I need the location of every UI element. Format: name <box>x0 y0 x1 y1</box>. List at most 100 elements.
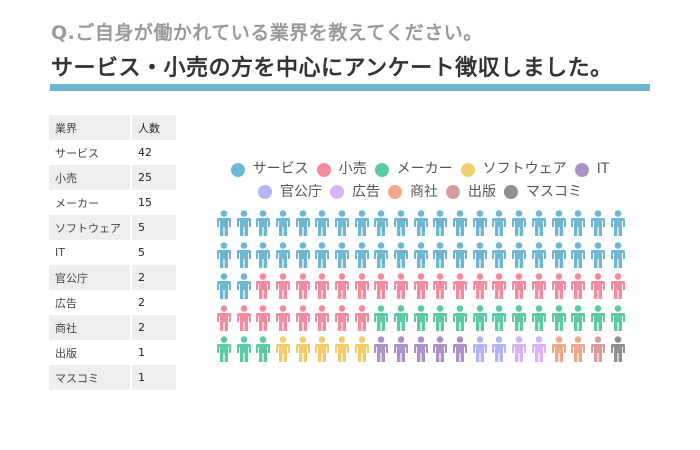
person-icon <box>431 304 451 335</box>
count-cell: 1 <box>138 346 145 359</box>
person-icon <box>588 336 608 366</box>
person-icon <box>234 273 254 303</box>
person-icon <box>214 304 234 335</box>
person-icon <box>411 241 431 272</box>
person-icon <box>450 210 470 240</box>
person-icon <box>273 336 293 366</box>
person-icon <box>470 304 490 335</box>
person-icon <box>391 273 411 303</box>
person-icon <box>529 210 549 240</box>
person-icon <box>588 304 608 335</box>
count-cell: 42 <box>138 146 152 159</box>
person-icon <box>490 241 510 272</box>
person-icon <box>214 336 234 366</box>
person-icon <box>352 273 372 303</box>
legend-dot-icon <box>446 185 460 199</box>
person-icon <box>411 210 431 240</box>
person-icon <box>549 241 569 272</box>
person-icon <box>608 210 628 240</box>
person-icon <box>352 304 372 335</box>
person-icon <box>509 210 529 240</box>
person-icon <box>431 273 451 303</box>
person-icon <box>568 304 588 335</box>
person-icon <box>568 336 588 366</box>
person-icon <box>253 210 273 240</box>
person-icon <box>529 336 549 366</box>
count-cell: 2 <box>132 315 176 340</box>
person-icon <box>450 304 470 335</box>
person-icon <box>293 304 313 335</box>
person-icon <box>490 336 510 366</box>
person-icon <box>411 336 431 366</box>
person-icon <box>293 336 313 366</box>
person-icon <box>312 273 332 303</box>
legend-label: 官公庁 <box>280 183 322 200</box>
person-icon <box>332 241 352 272</box>
person-icon <box>490 210 510 240</box>
person-icon <box>490 273 510 303</box>
person-icon <box>372 304 392 335</box>
person-icon <box>332 273 352 303</box>
person-icon <box>372 336 392 366</box>
industry-cell: IT <box>49 240 132 265</box>
legend-item: IT <box>574 160 609 179</box>
table-row: メーカー 15 <box>49 190 176 215</box>
person-icon <box>332 336 352 366</box>
person-icon <box>312 336 332 366</box>
person-icon <box>549 336 569 366</box>
person-icon <box>549 304 569 335</box>
person-icon <box>312 304 332 335</box>
legend-dot-icon <box>460 162 475 177</box>
legend-item: 官公庁 <box>258 183 322 202</box>
count-cell: 1 <box>132 365 176 390</box>
accent-bar <box>50 84 650 91</box>
person-icon <box>490 304 510 335</box>
legend-dot-icon <box>258 185 272 199</box>
person-icon <box>509 336 529 366</box>
person-icon <box>391 241 411 272</box>
person-icon <box>470 241 490 272</box>
industry-cell: 小売 <box>49 165 132 190</box>
person-icon <box>253 304 273 335</box>
person-icon <box>372 210 392 240</box>
person-icon <box>529 241 549 272</box>
person-icon <box>234 304 254 335</box>
person-icon <box>568 241 588 272</box>
legend-item: ソフトウェア <box>460 160 567 179</box>
person-icon <box>372 241 392 272</box>
person-icon <box>431 241 451 272</box>
person-icon <box>273 241 293 272</box>
pictogram-grid <box>214 210 629 368</box>
legend-dot-icon <box>504 185 518 199</box>
person-icon <box>588 273 608 303</box>
person-icon <box>608 336 628 366</box>
legend-label: サービス <box>252 161 309 177</box>
table-header-row: 業界 人数 <box>49 115 176 140</box>
data-table: 業界 人数 サービス 42 小売 25 メーカー 15 ソフトウェア 5 IT 5 官公庁 2 広告 2 商社 2… <box>49 115 176 390</box>
table-row: 商社 2 <box>49 315 176 340</box>
count-cell: 2 <box>132 265 176 290</box>
industry-cell: 官公庁 <box>49 265 132 290</box>
industry-cell: 出版 <box>49 340 132 365</box>
person-icon <box>391 304 411 335</box>
person-icon <box>293 273 313 303</box>
count-cell: 15 <box>138 196 152 209</box>
legend-label: メーカー <box>396 161 453 177</box>
table-row: マスコミ 1 <box>49 365 176 390</box>
legend-item: サービス <box>230 160 309 179</box>
person-icon <box>450 241 470 272</box>
legend-label: 出版 <box>468 183 496 200</box>
legend-dot-icon <box>230 162 245 177</box>
person-icon <box>608 273 628 303</box>
person-icon <box>312 241 332 272</box>
person-icon <box>470 273 490 303</box>
legend-dot-icon <box>374 162 389 177</box>
legend-label: 商社 <box>410 183 438 200</box>
person-icon <box>372 273 392 303</box>
person-icon <box>332 304 352 335</box>
person-icon <box>549 273 569 303</box>
table-row: 出版 1 <box>49 340 176 365</box>
count-cell: 人数 <box>132 115 176 140</box>
table-row: 小売 25 <box>49 165 176 190</box>
person-icon <box>273 210 293 240</box>
